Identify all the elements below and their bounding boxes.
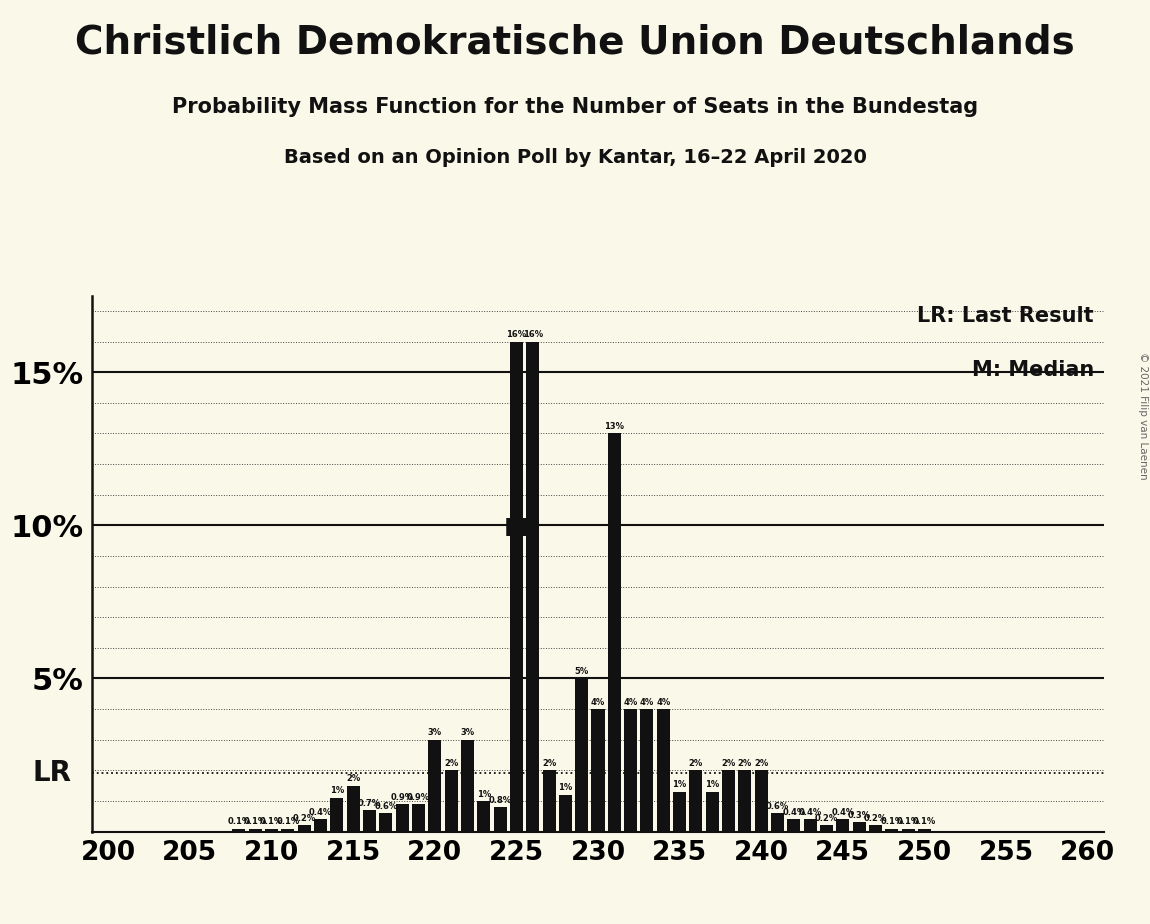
Bar bbox=[314, 820, 327, 832]
Text: 4%: 4% bbox=[591, 698, 605, 707]
Text: 0.8%: 0.8% bbox=[489, 796, 512, 805]
Bar bbox=[493, 807, 507, 832]
Bar bbox=[264, 829, 278, 832]
Text: 3%: 3% bbox=[428, 728, 442, 737]
Bar bbox=[657, 709, 669, 832]
Text: 1%: 1% bbox=[476, 789, 491, 798]
Bar bbox=[804, 820, 816, 832]
Text: 0.9%: 0.9% bbox=[391, 793, 414, 802]
Bar bbox=[380, 813, 392, 832]
Text: 0.1%: 0.1% bbox=[897, 817, 920, 826]
Text: 16%: 16% bbox=[522, 330, 543, 339]
Bar bbox=[330, 798, 344, 832]
Bar bbox=[527, 342, 539, 832]
Text: 0.1%: 0.1% bbox=[276, 817, 299, 826]
Bar bbox=[918, 829, 932, 832]
Bar bbox=[428, 740, 442, 832]
Text: 1%: 1% bbox=[558, 784, 573, 793]
Text: 0.6%: 0.6% bbox=[766, 802, 789, 810]
Text: 13%: 13% bbox=[604, 422, 624, 431]
Text: 1%: 1% bbox=[673, 781, 687, 789]
Text: 0.3%: 0.3% bbox=[848, 811, 871, 820]
Bar bbox=[852, 822, 866, 832]
Text: 0.1%: 0.1% bbox=[228, 817, 251, 826]
Bar bbox=[706, 792, 719, 832]
Text: 0.9%: 0.9% bbox=[407, 793, 430, 802]
Text: 0.4%: 0.4% bbox=[798, 808, 822, 817]
Bar bbox=[886, 829, 898, 832]
Text: 0.1%: 0.1% bbox=[244, 817, 267, 826]
Text: 0.2%: 0.2% bbox=[815, 814, 838, 823]
Text: 1%: 1% bbox=[330, 786, 344, 796]
Bar bbox=[624, 709, 637, 832]
Bar bbox=[641, 709, 653, 832]
Text: 5%: 5% bbox=[575, 667, 589, 676]
Text: 1%: 1% bbox=[705, 781, 720, 789]
Bar bbox=[298, 825, 311, 832]
Bar bbox=[836, 820, 850, 832]
Text: 0.1%: 0.1% bbox=[913, 817, 936, 826]
Text: M: Median: M: Median bbox=[972, 360, 1094, 380]
Bar bbox=[902, 829, 914, 832]
Bar bbox=[543, 771, 555, 832]
Bar bbox=[820, 825, 833, 832]
Bar bbox=[461, 740, 474, 832]
Text: LR: Last Result: LR: Last Result bbox=[918, 307, 1094, 326]
Bar bbox=[689, 771, 703, 832]
Text: Based on an Opinion Poll by Kantar, 16–22 April 2020: Based on an Opinion Poll by Kantar, 16–2… bbox=[284, 148, 866, 167]
Bar bbox=[477, 801, 490, 832]
Text: 0.1%: 0.1% bbox=[260, 817, 283, 826]
Bar bbox=[770, 813, 784, 832]
Bar bbox=[738, 771, 751, 832]
Text: 0.7%: 0.7% bbox=[358, 798, 381, 808]
Bar bbox=[396, 804, 408, 832]
Bar bbox=[608, 433, 621, 832]
Bar bbox=[346, 785, 360, 832]
Text: 2%: 2% bbox=[689, 759, 703, 768]
Text: Probability Mass Function for the Number of Seats in the Bundestag: Probability Mass Function for the Number… bbox=[172, 97, 978, 117]
Bar bbox=[869, 825, 882, 832]
Text: 2%: 2% bbox=[721, 759, 736, 768]
Text: 0.4%: 0.4% bbox=[309, 808, 332, 817]
Bar bbox=[363, 810, 376, 832]
Text: M: M bbox=[504, 517, 529, 541]
Text: 3%: 3% bbox=[460, 728, 475, 737]
Text: 4%: 4% bbox=[639, 698, 654, 707]
Bar bbox=[559, 795, 572, 832]
Bar bbox=[754, 771, 768, 832]
Text: LR: LR bbox=[32, 760, 71, 787]
Bar bbox=[673, 792, 687, 832]
Text: 2%: 2% bbox=[444, 759, 458, 768]
Bar bbox=[788, 820, 800, 832]
Text: 4%: 4% bbox=[657, 698, 670, 707]
Text: 2%: 2% bbox=[346, 774, 360, 784]
Text: 0.1%: 0.1% bbox=[880, 817, 904, 826]
Text: 0.4%: 0.4% bbox=[782, 808, 805, 817]
Text: 4%: 4% bbox=[623, 698, 638, 707]
Text: 16%: 16% bbox=[506, 330, 527, 339]
Bar bbox=[248, 829, 262, 832]
Text: 2%: 2% bbox=[542, 759, 557, 768]
Text: 0.4%: 0.4% bbox=[831, 808, 854, 817]
Text: 0.6%: 0.6% bbox=[374, 802, 398, 810]
Text: 2%: 2% bbox=[754, 759, 768, 768]
Text: 0.2%: 0.2% bbox=[864, 814, 887, 823]
Bar bbox=[232, 829, 245, 832]
Bar bbox=[445, 771, 458, 832]
Text: 0.2%: 0.2% bbox=[292, 814, 316, 823]
Text: © 2021 Filip van Laenen: © 2021 Filip van Laenen bbox=[1137, 352, 1148, 480]
Bar bbox=[722, 771, 735, 832]
Bar bbox=[591, 709, 605, 832]
Bar bbox=[282, 829, 294, 832]
Text: Christlich Demokratische Union Deutschlands: Christlich Demokratische Union Deutschla… bbox=[75, 23, 1075, 61]
Text: 2%: 2% bbox=[738, 759, 752, 768]
Bar bbox=[412, 804, 426, 832]
Bar bbox=[509, 342, 523, 832]
Bar bbox=[575, 678, 588, 832]
